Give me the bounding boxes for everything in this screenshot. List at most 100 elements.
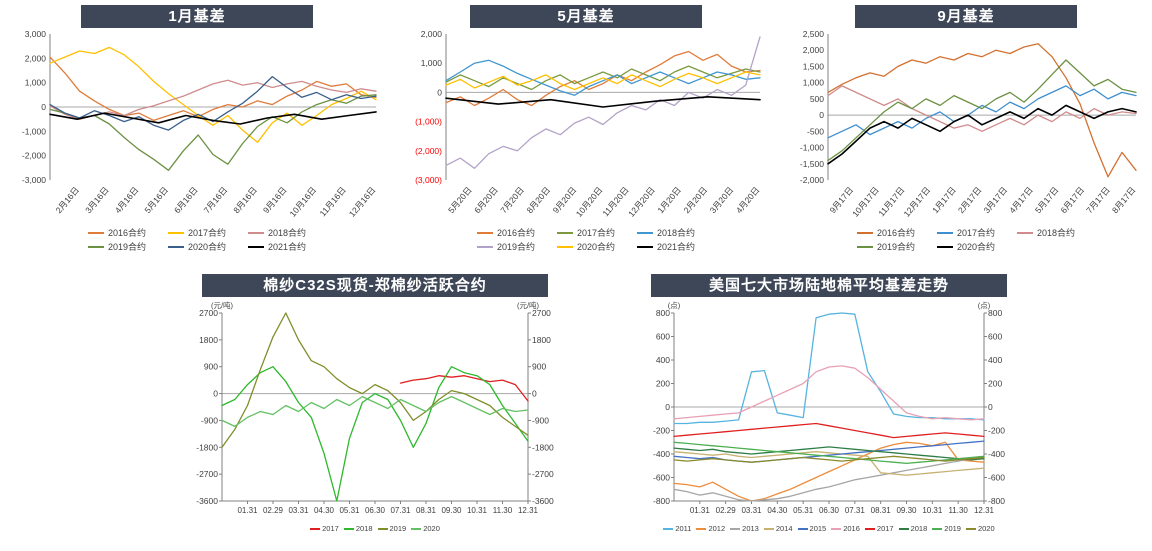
legend-label: 2016合约 [496,228,535,238]
legend-item-2019合约: 2019合约 [87,240,146,253]
us-basis-chart: -800 -800 -600 -600 -400 -400 -200 -200 0 0 200 200… [640,297,1018,523]
x-tick-label: 05.31 [793,506,814,515]
y-tick-label: 1,000 [421,58,443,68]
legend-line-marker [730,527,741,530]
legend-label: 2011 [675,524,692,533]
legend-item-2021合约: 2021合约 [637,240,695,253]
x-tick-label: 01.31 [237,506,258,515]
legend-label: 2014 [775,524,793,533]
legend-label: 2021合约 [268,242,307,252]
legend-line-marker [343,527,354,530]
x-tick-label: 05.31 [339,506,360,515]
x-tick-label: 5月17日 [1033,185,1061,215]
y-tick-label: -900 [201,415,218,425]
legend-line-marker [936,231,953,234]
x-tick-label: 4月16日 [113,185,141,215]
x-tick-label: 11月16日 [318,185,348,218]
legend-line-marker [167,245,184,248]
x-tick-label: 08.31 [416,506,437,515]
x-tick-label: 6月17日 [1058,185,1086,215]
may-basis-chart: (3,000) (2,000) (1,000) 0 1,000 2,000 5月20日 6月2… [400,28,772,224]
y-tick-label: -3600 [196,496,218,506]
y-tick-label: 1,500 [803,61,825,71]
legend-label: 2018合约 [268,228,307,238]
panel-yarn-basis: 棉纱C32S现货-郑棉纱活跃合约 -3600 -3600 -2700 -2700 -18… [186,274,564,533]
x-tick-label: 10月20日 [574,185,605,219]
y-tick-label: 2,000 [803,45,825,55]
x-tick-label: 1月20日 [655,185,683,215]
legend-item-2018合约: 2018合约 [248,226,306,239]
legend-line-marker [476,231,493,234]
y-tick-label-right: 600 [988,332,1002,342]
x-tick-label: 09.30 [896,506,917,515]
y-tick-label: -1,000 [22,126,46,136]
y-tick-label: 0 [41,102,46,112]
x-tick-label: 10月17日 [850,185,881,219]
series-line-2019合约 [827,59,1137,162]
legend-label: 2018 [355,524,373,533]
y-tick-label: 2700 [199,308,218,318]
legend-line-marker [932,527,943,530]
legend-item-2016合约: 2016合约 [87,226,146,239]
legend-item-2014: 2014 [763,524,793,533]
may-basis-plot: (3,000) (2,000) (1,000) 0 1,000 2,000 5月20日6月2… [415,29,761,219]
panel-may-basis: 5月基差 (3,000) (2,000) (1,000) 0 1,000 2,000 5月2… [400,5,772,253]
unit-label-right: (元/吨) [517,300,540,310]
y-tick-label: -2,000 [22,151,46,161]
x-tick-label: 7月20日 [498,185,526,215]
y-tick-label: 400 [656,355,670,365]
legend-line-marker [856,231,873,234]
legend-label: 2016合约 [107,228,146,238]
y-tick-label: -400 [653,449,670,459]
x-tick-label: 10.31 [922,506,943,515]
x-tick-label: 03.31 [741,506,762,515]
legend-item-2018: 2018 [898,524,928,533]
may-basis-legend: 2016合约 2017合约 2018合约 2019合约 2020合约 2021合约 [400,226,772,253]
x-tick-label: 02.29 [716,506,737,515]
x-tick-label: 12月16日 [347,185,378,219]
legend-item-2016合约: 2016合约 [856,226,915,239]
y-tick-label: 3,000 [25,29,47,39]
legend-item-2019: 2019 [377,524,406,533]
x-tick-label: 2月16日 [53,185,81,215]
us-basis-legend: 2011 2012 2013 2014 2015 2016 2017 2018 2019 2020 [640,524,1018,533]
x-tick-label: 6月20日 [472,185,500,215]
x-tick-label: 2月17日 [956,185,984,215]
legend-item-2019合约: 2019合约 [856,240,915,253]
unit-label-right: (点) [978,301,991,310]
y-tick-label: 1800 [199,335,218,345]
legend-item-2021合约: 2021合约 [248,240,306,253]
y-tick-label-right: -800 [988,496,1005,506]
legend-line-marker [898,527,909,530]
x-tick-label: 6月16日 [172,185,200,215]
legend-item-2017合约: 2017合约 [556,226,615,239]
legend-label: 2020 [423,524,440,533]
y-tick-label: -200 [653,426,670,436]
x-tick-label: 3月16日 [83,185,111,215]
legend-line-marker [663,527,674,530]
jan-basis-plot: -3,000 -2,000 -1,000 0 1,000 2,000 3,000 2月16日 3… [22,29,378,219]
panel-jan-basis: 1月基差 -3,000 -2,000 -1,000 0 1,000 2,000 3,000 2… [8,5,386,253]
yarn-basis-plot: -3600 -3600 -2700 -2700 -1800 -1800 -900 -900 0 0… [196,300,554,515]
x-tick-label: 07.31 [390,506,411,515]
legend-item-2020: 2020 [965,524,995,533]
panel-sep-basis: 9月基差 -2,000 -1,500 -1,000 -500 0 500 1,000 1,50… [786,5,1146,253]
legend-label: 2020合约 [187,242,227,252]
legend-item-2019合约: 2019合约 [476,240,535,253]
legend-item-2020合约: 2020合约 [936,240,995,253]
legend-line-marker [87,245,104,248]
legend-label: 2018 [910,524,928,533]
x-tick-label: 7月16日 [202,185,230,215]
series-line-2020合约 [827,104,1137,165]
legend-label: 2017合约 [956,228,996,238]
series-line-2016合约 [445,50,761,107]
x-tick-label: 12月17日 [901,185,932,219]
series-line-2021合约 [445,96,761,108]
legend-label: 2012 [708,524,726,533]
x-tick-label: 2月20日 [681,185,709,215]
x-tick-label: 3月20日 [708,185,736,215]
series-line-2018 [673,446,985,461]
x-tick-label: 11.30 [493,506,513,515]
legend-item-2011: 2011 [663,524,691,533]
x-tick-label: 4月17日 [1007,185,1035,215]
